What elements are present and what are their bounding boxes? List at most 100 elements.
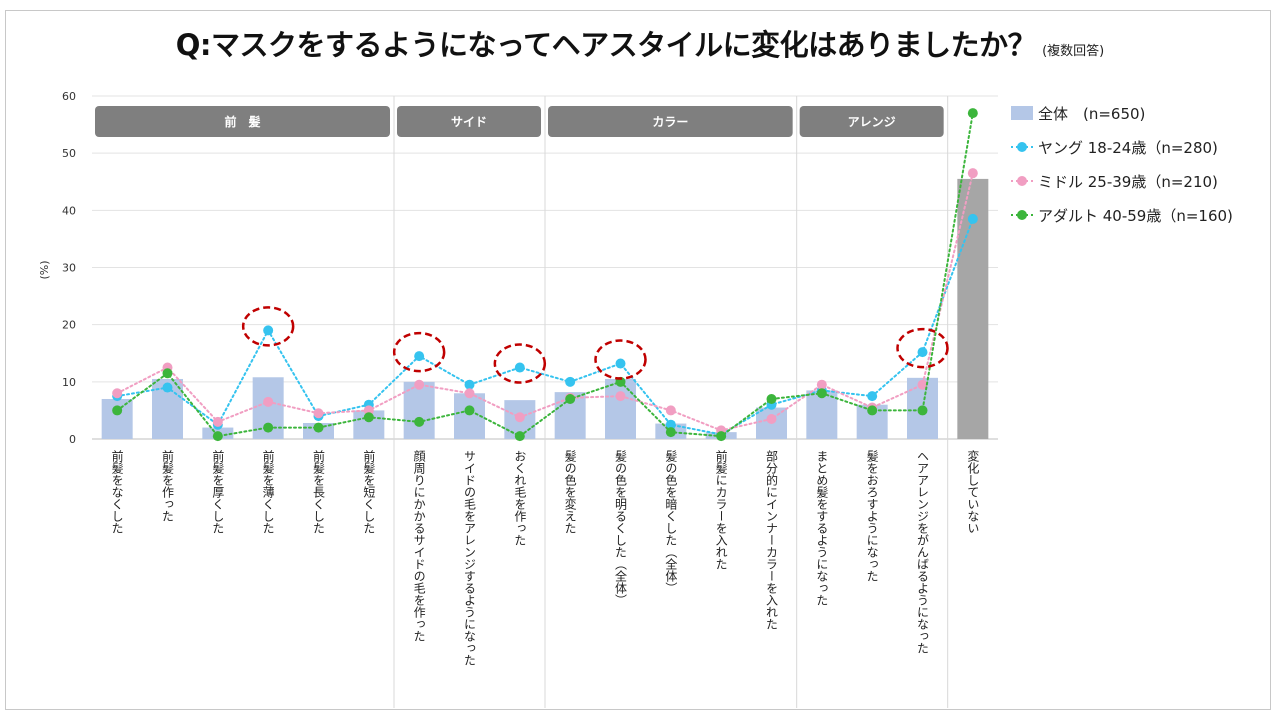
- series-point: [263, 325, 274, 336]
- x-tick-label: 変化していない: [966, 449, 980, 534]
- series-point: [816, 379, 827, 390]
- bar: [403, 381, 435, 439]
- series-point: [162, 382, 173, 393]
- x-tick-label: 前髪にカラーを入れた: [714, 449, 728, 570]
- series-point: [565, 393, 576, 404]
- x-tick-label: 前髪を薄くした: [261, 449, 275, 534]
- highlight-ellipse: [896, 327, 949, 369]
- legend-label: 全体 (n=650): [1038, 105, 1145, 123]
- x-tick-label: 髪をおろすようになった: [865, 450, 879, 582]
- series-point: [212, 431, 223, 442]
- series-point: [766, 413, 777, 424]
- series-point: [514, 412, 525, 423]
- group-header-box: [548, 106, 793, 137]
- series-point: [917, 405, 928, 416]
- x-tick-label: おくれ毛を作った: [513, 450, 527, 546]
- group-header-box: [95, 106, 390, 137]
- series-point: [313, 408, 324, 419]
- legend-label: ヤング 18-24歳（n=280): [1038, 139, 1218, 157]
- group-header-label: サイド: [451, 115, 487, 129]
- series-point: [363, 405, 374, 416]
- series-point: [665, 427, 676, 438]
- series-point: [313, 422, 324, 433]
- series-point: [565, 376, 576, 387]
- legend-item: ミドル 25-39歳（n=210): [1011, 173, 1218, 191]
- x-tick-label: 前髪を厚くした: [211, 449, 225, 534]
- series-point: [414, 416, 425, 427]
- x-tick-label: 前髪を長くした: [312, 449, 326, 534]
- y-tick-label: 50: [62, 147, 76, 160]
- y-axis-label: (%): [38, 260, 51, 279]
- y-tick-label: 40: [62, 204, 76, 217]
- legend-label: ミドル 25-39歳（n=210): [1038, 173, 1218, 191]
- series-point: [514, 362, 525, 373]
- slide-frame: [5, 10, 1271, 710]
- series-point: [867, 391, 878, 402]
- legend-swatch: [1011, 106, 1033, 120]
- title-row: Q:マスクをするようになってヘアスタイルに変化はありましたか？ (複数回答): [0, 22, 1280, 64]
- chart-title: Q:マスクをするようになってヘアスタイルに変化はありましたか？: [175, 28, 1037, 62]
- legend-item: 全体 (n=650): [1011, 105, 1145, 123]
- y-tick-label: 20: [62, 319, 76, 332]
- x-tick-label: 前髪をなくした: [110, 449, 124, 534]
- highlight-ellipse: [241, 306, 295, 347]
- legend-swatch-dot: [1017, 176, 1027, 186]
- x-tick-label: 前髪を作った: [161, 449, 175, 522]
- chart-subtitle: (複数回答): [1042, 44, 1105, 59]
- bar: [101, 398, 133, 439]
- series-point: [464, 388, 475, 399]
- series-point: [363, 412, 374, 423]
- highlight-ellipse: [594, 339, 647, 380]
- x-tick-label: まとめ髪をするようになった: [815, 450, 829, 606]
- series-point: [816, 388, 827, 399]
- series-point: [162, 368, 173, 379]
- series-point: [967, 108, 978, 119]
- series-point: [716, 431, 727, 442]
- x-tick-label: サイドの毛をアレンジするようになった: [463, 450, 477, 666]
- series-line: [116, 217, 974, 436]
- highlight-ellipse: [392, 331, 446, 373]
- group-header-label: アレンジ: [848, 115, 896, 129]
- x-tick-label: 前髪を短くした: [362, 449, 376, 534]
- series-point: [464, 405, 475, 416]
- y-tick-label: 0: [69, 433, 76, 446]
- group-header-box: [397, 106, 541, 137]
- series-point: [917, 379, 928, 390]
- bar: [806, 390, 838, 439]
- series-point: [263, 396, 274, 407]
- group-header: サイド: [397, 106, 541, 137]
- x-tick-label: 髪の色を変えた: [563, 450, 577, 534]
- group-header: カラー: [548, 106, 793, 137]
- series-point: [867, 405, 878, 416]
- x-tick-label: 髪の色を暗くした（全体）: [664, 450, 678, 594]
- series-line: [116, 172, 974, 432]
- series-point: [615, 391, 626, 402]
- group-header-box: [799, 106, 944, 137]
- legend-item: ヤング 18-24歳（n=280): [1011, 139, 1218, 157]
- x-tick-label: 顔周りにかかるサイドの毛を作った: [412, 449, 426, 642]
- legend-swatch-dot: [1017, 142, 1027, 152]
- series-line: [116, 112, 974, 438]
- series-point: [263, 422, 274, 433]
- y-tick-label: 10: [62, 376, 76, 389]
- legend-swatch-dot: [1017, 210, 1027, 220]
- series-point: [112, 405, 123, 416]
- series-point: [917, 347, 928, 358]
- group-header-label: 前 髪: [224, 114, 260, 129]
- group-header: アレンジ: [799, 106, 944, 137]
- x-tick-label: 部分的にインナーカラーを入れた: [765, 449, 779, 630]
- bar: [605, 378, 636, 439]
- y-tick-label: 30: [62, 262, 76, 275]
- y-tick-label: 60: [62, 90, 76, 103]
- highlight-ellipse: [493, 343, 547, 384]
- x-tick-label: 髪の色を明るくした（全体）: [614, 450, 628, 606]
- series-point: [967, 213, 978, 224]
- series-point: [414, 351, 425, 362]
- series-point: [212, 416, 223, 427]
- series-point: [665, 405, 676, 416]
- group-header-label: カラー: [652, 115, 688, 129]
- group-header: 前 髪: [95, 106, 390, 137]
- series-point: [967, 168, 978, 179]
- series-point: [514, 431, 525, 442]
